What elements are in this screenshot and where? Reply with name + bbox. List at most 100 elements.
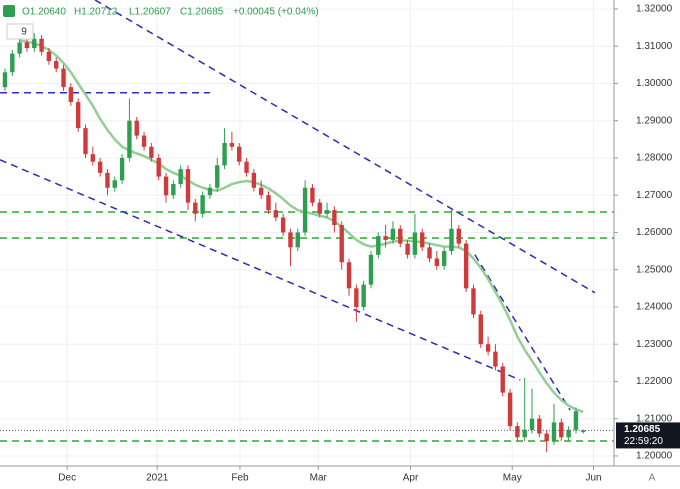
candle-body: [441, 251, 447, 266]
candle-body: [10, 53, 15, 73]
candle-body: [17, 42, 22, 54]
ohlc-close: C1.20685: [180, 7, 224, 18]
candle-body: [222, 143, 227, 166]
trend-line: [474, 254, 571, 411]
ohlc-open: O1.20640: [22, 7, 66, 18]
ohlc-change: +0.00045 (+0.04%): [233, 7, 319, 18]
candle-body: [244, 161, 249, 173]
candle-body: [471, 288, 476, 315]
candle-body: [229, 143, 235, 147]
y-tick-label: 1.26000: [636, 227, 673, 238]
candle-body: [559, 422, 564, 438]
candle-body: [273, 210, 279, 218]
candle-body: [90, 154, 96, 162]
x-tick-label: 2021: [146, 473, 169, 484]
plot-area: [0, 0, 614, 466]
candle-body: [141, 135, 147, 147]
candle-body: [112, 180, 117, 188]
ohlc-high: H1.20712: [74, 7, 118, 18]
candle-body: [485, 344, 491, 352]
candle-body: [551, 422, 557, 442]
candle-body: [449, 228, 454, 252]
candle-body: [75, 102, 81, 129]
candle-body: [317, 202, 322, 214]
candle-body: [39, 38, 44, 52]
candle-body: [507, 392, 513, 427]
candle-body: [119, 157, 125, 181]
y-tick-label: 1.20000: [636, 451, 673, 462]
candle-body: [434, 258, 440, 266]
x-tick-label: Feb: [231, 473, 249, 484]
candle-body: [280, 217, 286, 233]
ohlc-low: L1.20607: [129, 7, 171, 18]
candle-body: [500, 366, 505, 393]
candle-body: [97, 161, 103, 173]
candle-body: [405, 243, 410, 255]
candle-body: [515, 426, 520, 438]
candle-body: [537, 418, 542, 434]
y-tick-label: 1.29000: [636, 115, 673, 126]
candle-body: [420, 232, 425, 248]
candle-body: [24, 42, 30, 49]
auto-scale-button[interactable]: A: [649, 473, 656, 484]
candle-body: [522, 429, 527, 438]
candle-body: [207, 187, 213, 196]
candle-body: [361, 284, 366, 307]
candle-body: [163, 176, 169, 196]
candle-body: [54, 61, 59, 69]
candle-body: [61, 68, 66, 88]
candle-body: [178, 169, 183, 185]
x-tick-label: Mar: [310, 473, 328, 484]
candle-body: [237, 146, 242, 162]
countdown-label: 22:59:20: [624, 436, 663, 447]
candle-body: [346, 262, 352, 289]
y-tick-label: 1.30000: [636, 78, 673, 89]
candle-body: [412, 232, 418, 255]
candle-body: [105, 172, 110, 188]
x-tick-label: Jun: [585, 473, 601, 484]
candle-body: [200, 195, 205, 214]
candle-body: [332, 210, 337, 225]
candle-body: [339, 224, 344, 263]
indicator-badge[interactable]: [6, 23, 34, 40]
candle-body: [134, 120, 139, 136]
candle-body: [295, 232, 300, 248]
candle-body: [266, 195, 271, 211]
trend-line: [0, 159, 521, 381]
candle-body: [456, 228, 462, 244]
candle-body: [258, 187, 264, 196]
candle-body: [493, 351, 498, 367]
candle-body: [171, 184, 176, 196]
candle-body: [566, 429, 571, 438]
candle-body: [288, 232, 293, 248]
axes: 1.20000 1.21000 1.22000 1.23000 1.24000 1.250…: [58, 4, 672, 484]
candle-body: [529, 418, 535, 430]
candle-body: [463, 243, 469, 289]
candle-body: [383, 236, 388, 240]
candle-body: [149, 146, 154, 158]
indicator-count[interactable]: 9: [21, 27, 27, 38]
candle-body: [46, 51, 52, 62]
candle-body: [581, 430, 586, 433]
candle-body: [2, 72, 8, 88]
last-price-box: [616, 422, 680, 449]
legend-header: O1.20640 H1.20712 L1.20607 C1.20685 +0.0…: [3, 5, 319, 40]
candle-body: [573, 411, 579, 430]
candle-body: [251, 172, 257, 188]
last-price-label: 1.20685: [624, 424, 661, 435]
candle-body: [354, 288, 359, 307]
x-tick-label: May: [503, 473, 522, 484]
y-tick-label: 1.32000: [636, 4, 673, 15]
candle-body: [32, 38, 37, 49]
y-tick-label: 1.27000: [636, 190, 673, 201]
candle-body: [427, 247, 432, 259]
y-tick-label: 1.25000: [636, 264, 673, 275]
candle-body: [83, 128, 88, 155]
candle-body: [376, 236, 381, 255]
candle-body: [302, 187, 308, 233]
candle-body: [127, 120, 132, 158]
candle-body: [478, 314, 483, 345]
y-tick-label: 1.23000: [636, 339, 673, 350]
